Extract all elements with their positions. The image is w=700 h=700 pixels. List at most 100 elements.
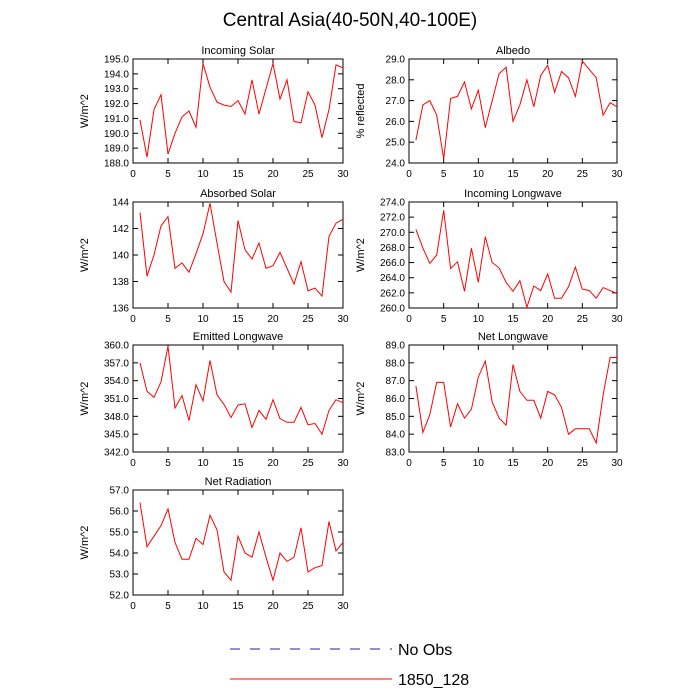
x-tick-label: 10 bbox=[197, 314, 209, 325]
y-tick-label: 360.0 bbox=[104, 341, 129, 352]
plot-frame bbox=[132, 58, 344, 164]
y-tick-label: 83.0 bbox=[386, 448, 406, 459]
x-tick-label: 25 bbox=[577, 314, 589, 325]
x-tick-label: 25 bbox=[302, 601, 314, 612]
y-tick-label: 354.0 bbox=[104, 376, 129, 387]
x-tick-label: 15 bbox=[232, 314, 244, 325]
y-tick-label: 29.0 bbox=[386, 55, 406, 66]
panel-title: Emitted Longwave bbox=[193, 331, 284, 343]
y-tick-label: 57.0 bbox=[110, 486, 130, 497]
y-axis-label: W/m^2 bbox=[355, 382, 367, 416]
y-tick-label: 85.0 bbox=[386, 412, 406, 423]
y-tick-label: 55.0 bbox=[110, 528, 130, 539]
x-tick-label: 5 bbox=[165, 169, 171, 180]
x-tick-label: 20 bbox=[542, 458, 554, 469]
y-tick-label: 268.0 bbox=[380, 243, 405, 254]
x-tick-label: 10 bbox=[473, 169, 485, 180]
y-tick-label: 195.0 bbox=[104, 55, 129, 66]
x-tick-label: 20 bbox=[267, 314, 279, 325]
x-tick-label: 0 bbox=[406, 169, 412, 180]
y-tick-label: 144 bbox=[112, 198, 129, 209]
x-tick-label: 30 bbox=[611, 458, 623, 469]
y-tick-label: 192.0 bbox=[104, 99, 129, 110]
x-tick-label: 25 bbox=[302, 458, 314, 469]
y-tick-label: 188.0 bbox=[104, 159, 129, 170]
y-tick-label: 142 bbox=[112, 224, 129, 235]
series-line bbox=[139, 203, 344, 298]
x-tick-label: 20 bbox=[267, 601, 279, 612]
x-tick-label: 15 bbox=[232, 169, 244, 180]
y-axis-label: W/m^2 bbox=[355, 238, 367, 272]
y-tick-label: 138 bbox=[112, 277, 129, 288]
x-tick-label: 25 bbox=[302, 169, 314, 180]
x-tick-label: 15 bbox=[507, 169, 519, 180]
figure-title: Central Asia(40-50N,40-100E) bbox=[222, 10, 478, 31]
y-tick-label: 266.0 bbox=[380, 258, 405, 269]
x-tick-label: 15 bbox=[232, 601, 244, 612]
y-tick-label: 26.0 bbox=[386, 117, 406, 128]
x-tick-label: 15 bbox=[507, 314, 519, 325]
series-line bbox=[139, 502, 344, 583]
y-tick-label: 264.0 bbox=[380, 273, 405, 284]
y-tick-label: 189.0 bbox=[104, 144, 129, 155]
x-tick-label: 5 bbox=[441, 458, 447, 469]
x-tick-label: 10 bbox=[473, 458, 485, 469]
y-tick-label: 87.0 bbox=[386, 376, 406, 387]
x-tick-label: 10 bbox=[197, 458, 209, 469]
x-tick-label: 30 bbox=[337, 169, 349, 180]
y-tick-label: 260.0 bbox=[380, 304, 405, 315]
x-tick-label: 30 bbox=[337, 314, 349, 325]
x-tick-label: 30 bbox=[337, 458, 349, 469]
chart-panels: Incoming Solar W/m^2 0 5 10 15 20 25 30 188.0 189.… bbox=[79, 45, 623, 612]
plot-frame bbox=[408, 58, 618, 164]
series-line bbox=[415, 59, 618, 159]
y-tick-label: 270.0 bbox=[380, 228, 405, 239]
legend-obs-label: No Obs bbox=[398, 642, 452, 659]
y-tick-label: 345.0 bbox=[104, 430, 129, 441]
x-tick-label: 0 bbox=[130, 601, 136, 612]
y-tick-label: 272.0 bbox=[380, 213, 405, 224]
panel-title: Incoming Solar bbox=[201, 45, 275, 57]
y-tick-label: 28.0 bbox=[386, 75, 406, 86]
y-axis-label: W/m^2 bbox=[79, 238, 91, 272]
x-tick-label: 20 bbox=[267, 458, 279, 469]
plot-frame bbox=[132, 201, 344, 309]
plot-frame bbox=[408, 344, 618, 453]
y-axis-label: W/m^2 bbox=[79, 382, 91, 416]
x-tick-label: 0 bbox=[130, 169, 136, 180]
series-line bbox=[415, 357, 617, 445]
panel-title: Albedo bbox=[496, 45, 530, 57]
y-tick-label: 136 bbox=[112, 304, 129, 315]
chart-panel: Absorbed Solar W/m^2 0 5 10 15 20 25 30 136 138 140… bbox=[79, 188, 349, 325]
y-tick-label: 193.0 bbox=[104, 84, 129, 95]
x-tick-label: 0 bbox=[406, 314, 412, 325]
chart-panel: Net Longwave W/m^2 0 5 10 15 20 25 30 83.0 84.0 85.… bbox=[355, 331, 623, 469]
panel-title: Absorbed Solar bbox=[200, 188, 276, 200]
chart-panel: Emitted Longwave W/m^2 0 5 10 15 20 25 30 342.0 34… bbox=[79, 331, 349, 469]
y-tick-label: 191.0 bbox=[104, 114, 129, 125]
y-tick-label: 357.0 bbox=[104, 358, 129, 369]
y-tick-label: 342.0 bbox=[104, 448, 129, 459]
x-tick-label: 5 bbox=[441, 314, 447, 325]
plot-frame bbox=[132, 489, 344, 596]
y-tick-label: 54.0 bbox=[110, 549, 130, 560]
x-tick-label: 5 bbox=[165, 458, 171, 469]
series-line bbox=[139, 63, 344, 158]
chart-panel: Albedo % reflected 0 5 10 15 20 25 30 24.0 25.0 26.… bbox=[355, 45, 623, 180]
x-tick-label: 30 bbox=[337, 601, 349, 612]
x-tick-label: 20 bbox=[267, 169, 279, 180]
panel-title: Net Longwave bbox=[478, 331, 548, 343]
legend: No Obs 1850_128 bbox=[230, 642, 469, 689]
x-tick-label: 30 bbox=[611, 169, 623, 180]
y-tick-label: 86.0 bbox=[386, 394, 406, 405]
y-tick-label: 88.0 bbox=[386, 358, 406, 369]
y-tick-label: 24.0 bbox=[386, 159, 406, 170]
chart-panel: Net Radiation W/m^2 0 5 10 15 20 25 30 52.0 53.0 54… bbox=[79, 476, 349, 612]
y-tick-label: 27.0 bbox=[386, 96, 406, 107]
y-tick-label: 89.0 bbox=[386, 341, 406, 352]
x-tick-label: 30 bbox=[611, 314, 623, 325]
y-tick-label: 274.0 bbox=[380, 198, 405, 209]
x-tick-label: 15 bbox=[507, 458, 519, 469]
x-tick-label: 20 bbox=[542, 169, 554, 180]
